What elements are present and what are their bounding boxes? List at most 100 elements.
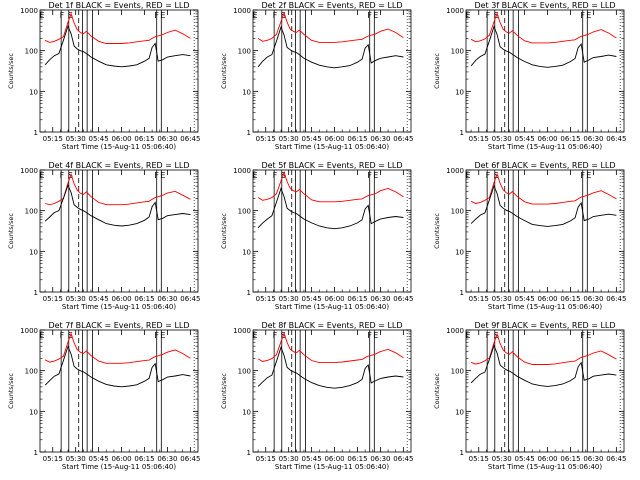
panel-2-title: Det 2f BLACK = Events, RED = LLD bbox=[261, 1, 402, 10]
panel-8: Det 8f BLACK = Events, RED = LLD 1 10 100 10… bbox=[220, 321, 413, 471]
panel-5-y-tick-label: 1 bbox=[247, 289, 251, 297]
panel-5-events-series bbox=[257, 187, 404, 230]
panel-6-y-tick-label: 10 bbox=[455, 248, 464, 256]
panel-8-y-tick-label: 1 bbox=[247, 449, 251, 457]
panel-4-segment-label: E bbox=[40, 171, 45, 180]
panel-1-y-tick-label: 1 bbox=[34, 129, 38, 137]
panel-6-y-tick-label: 100 bbox=[451, 208, 464, 216]
panel-3-y-tick-label: 10 bbox=[455, 88, 464, 96]
panel-7-x-tick-label: 05:15 bbox=[43, 455, 63, 463]
panel-4-title: Det 4f BLACK = Events, RED = LLD bbox=[48, 161, 189, 170]
panel-8-segment-label: E bbox=[373, 331, 378, 340]
panel-8-x-tick-label: 06:45 bbox=[393, 455, 413, 463]
panel-7-frame bbox=[39, 329, 199, 453]
panel-8-x-tick-label: 05:45 bbox=[302, 455, 322, 463]
panel-7-events-series bbox=[44, 345, 191, 388]
panel-1-x-tick-label: 06:15 bbox=[134, 135, 154, 143]
panel-3-segment-label: E bbox=[466, 11, 471, 20]
panel-5-x-tick-label: 05:15 bbox=[256, 295, 276, 303]
panel-1-frame bbox=[39, 9, 199, 133]
panel-3-y-tick-label: 1 bbox=[460, 129, 464, 137]
panel-6-segment-label: E bbox=[586, 171, 591, 180]
panel-4-y-tick-label: 100 bbox=[25, 208, 38, 216]
panel-5-x-tick-label: 06:00 bbox=[324, 295, 344, 303]
panel-2-x-tick-label: 06:30 bbox=[370, 135, 390, 143]
panel-5-y-tick-label: 1000 bbox=[233, 167, 251, 175]
panel-1-lld-series bbox=[44, 12, 191, 44]
panel-4-x-tick-label: 05:15 bbox=[43, 295, 63, 303]
panel-7: Det 7f BLACK = Events, RED = LLD 1 10 100 10… bbox=[7, 321, 200, 471]
panel-8-segment-label: F bbox=[273, 331, 278, 340]
panel-9-y-tick-label: 1 bbox=[460, 449, 464, 457]
panel-9-title: Det 9f BLACK = Events, RED = LLD bbox=[474, 321, 615, 330]
panel-1-y-axis-label: Counts/sec bbox=[7, 53, 15, 89]
panel-3-x-axis-label: Start Time (15-Aug-11 05:06:40) bbox=[488, 143, 602, 151]
panel-3-x-tick-label: 06:45 bbox=[606, 135, 626, 143]
panel-5-segment-label: E bbox=[253, 171, 258, 180]
panel-7-y-tick-label: 1 bbox=[34, 449, 38, 457]
panel-4-y-axis-label: Counts/sec bbox=[7, 213, 15, 249]
panel-8-x-axis-label: Start Time (15-Aug-11 05:06:40) bbox=[275, 463, 389, 471]
panel-5-segment-label: E bbox=[373, 171, 378, 180]
panel-5-x-tick-label: 05:30 bbox=[279, 295, 299, 303]
panel-7-x-tick-label: 05:30 bbox=[66, 455, 86, 463]
panel-7-title: Det 7f BLACK = Events, RED = LLD bbox=[48, 321, 189, 330]
panel-9-segment-label: F bbox=[486, 331, 491, 340]
panel-8-x-tick-label: 05:15 bbox=[256, 455, 276, 463]
panel-9-events-series bbox=[470, 344, 617, 387]
panel-6-y-tick-label: 1000 bbox=[446, 167, 464, 175]
panel-6-x-axis-label: Start Time (15-Aug-11 05:06:40) bbox=[488, 303, 602, 311]
panel-6: Det 6f BLACK = Events, RED = LLD 1 10 100 10… bbox=[433, 161, 626, 311]
panel-1-y-tick-label: 1000 bbox=[20, 7, 38, 15]
panel-2-x-tick-label: 05:45 bbox=[302, 135, 322, 143]
panel-2-y-axis-label: Counts/sec bbox=[220, 53, 228, 89]
panel-7-x-tick-label: 06:30 bbox=[157, 455, 177, 463]
panel-9-segment-label: E bbox=[466, 331, 471, 340]
panel-5-title: Det 5f BLACK = Events, RED = LLD bbox=[261, 161, 402, 170]
panel-7-segment-label: F bbox=[154, 331, 159, 340]
panel-2-lld-series bbox=[257, 11, 404, 43]
panel-5-x-tick-label: 06:15 bbox=[347, 295, 367, 303]
panel-6-y-axis-label: Counts/sec bbox=[433, 213, 441, 249]
panel-6-title: Det 6f BLACK = Events, RED = LLD bbox=[474, 161, 615, 170]
panel-7-x-tick-label: 05:45 bbox=[89, 455, 109, 463]
panel-2-x-tick-label: 06:15 bbox=[347, 135, 367, 143]
panel-3-events-series bbox=[470, 25, 617, 68]
panel-2-segment-label: E bbox=[373, 11, 378, 20]
panel-3-segment-label: F bbox=[580, 11, 585, 20]
panel-2-x-tick-label: 05:30 bbox=[279, 135, 299, 143]
panel-8-y-axis-label: Counts/sec bbox=[220, 373, 228, 409]
panel-8-y-tick-label: 1000 bbox=[233, 327, 251, 335]
panel-4: Det 4f BLACK = Events, RED = LLD 1 10 100 10… bbox=[7, 161, 200, 311]
panel-4-segment-label: F bbox=[154, 171, 159, 180]
panel-5-y-axis-label: Counts/sec bbox=[220, 213, 228, 249]
panel-6-y-tick-label: 1 bbox=[460, 289, 464, 297]
panel-1-x-axis-label: Start Time (15-Aug-11 05:06:40) bbox=[62, 143, 176, 151]
panel-3-x-tick-label: 06:00 bbox=[537, 135, 557, 143]
panel-3-y-axis-label: Counts/sec bbox=[433, 53, 441, 89]
panel-5-x-tick-label: 06:45 bbox=[393, 295, 413, 303]
panel-4-x-axis-label: Start Time (15-Aug-11 05:06:40) bbox=[62, 303, 176, 311]
panel-4-lld-series bbox=[44, 173, 191, 206]
panel-8-x-tick-label: 06:30 bbox=[370, 455, 390, 463]
panel-3: Det 3f BLACK = Events, RED = LLD 1 10 100 10… bbox=[433, 1, 626, 151]
panel-8-events-series bbox=[257, 345, 404, 389]
panel-3-segment-label: E bbox=[586, 11, 591, 20]
panel-8-segment-label: E bbox=[253, 331, 258, 340]
panel-2-y-tick-label: 1000 bbox=[233, 7, 251, 15]
panel-1-segment-label: E bbox=[40, 11, 45, 20]
panel-1-x-tick-label: 05:45 bbox=[89, 135, 109, 143]
panel-8-x-tick-label: 06:00 bbox=[324, 455, 344, 463]
panel-4-x-tick-label: 06:30 bbox=[157, 295, 177, 303]
panel-7-x-tick-label: 06:00 bbox=[111, 455, 131, 463]
panel-4-x-tick-label: 05:45 bbox=[89, 295, 109, 303]
panel-2-x-tick-label: 06:45 bbox=[393, 135, 413, 143]
panel-1-x-tick-label: 06:00 bbox=[111, 135, 131, 143]
panel-7-segment-label: F bbox=[60, 331, 65, 340]
panel-1: Det 1f BLACK = Events, RED = LLD 1 10 100 10… bbox=[7, 1, 200, 151]
panel-4-x-tick-label: 06:15 bbox=[134, 295, 154, 303]
panel-5-x-tick-label: 06:30 bbox=[370, 295, 390, 303]
panel-5-x-axis-label: Start Time (15-Aug-11 05:06:40) bbox=[275, 303, 389, 311]
panel-9-y-tick-label: 10 bbox=[455, 408, 464, 416]
panel-9-x-tick-label: 06:15 bbox=[560, 455, 580, 463]
